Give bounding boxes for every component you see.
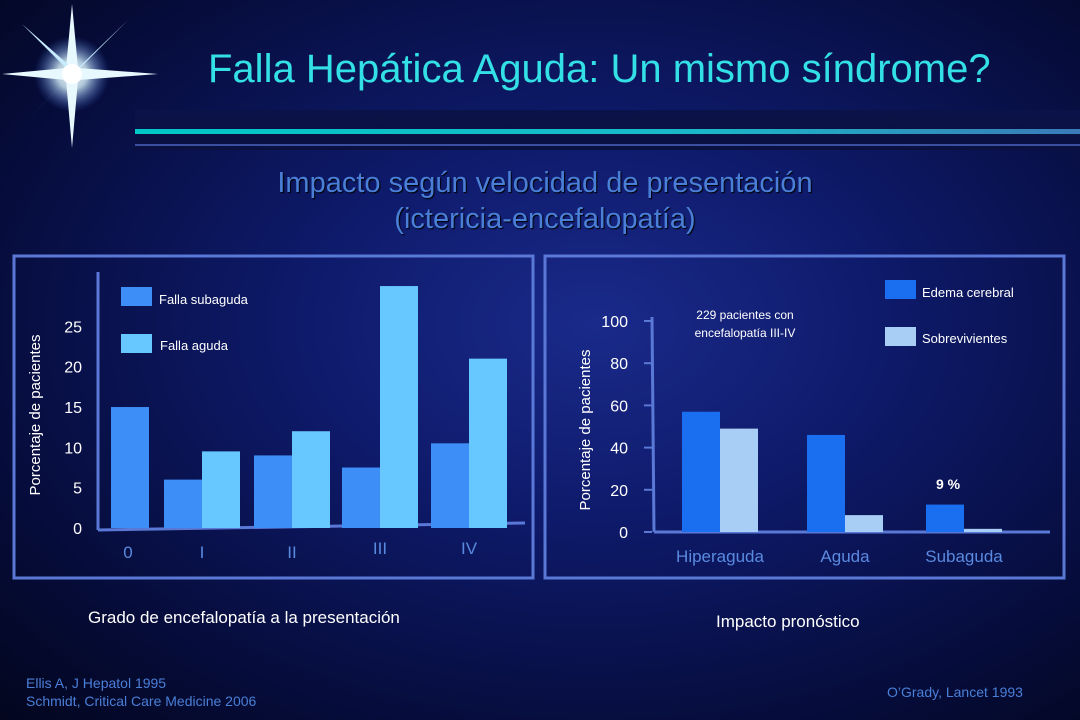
reference-ellis: Ellis A, J Hepatol 1995 <box>26 675 167 691</box>
left-y-tick-label: 10 <box>64 440 82 457</box>
right-chart-panel <box>543 254 1066 580</box>
right-y-tick-label: 0 <box>619 525 628 542</box>
left-bar-aguda <box>380 286 418 528</box>
left-legend-label-subaguda: Falla subaguda <box>159 292 249 307</box>
right-annotation-line-2: encefalopatía III-IV <box>695 326 796 340</box>
right-legend-label-edema: Edema cerebral <box>922 285 1014 300</box>
left-legend-swatch-aguda <box>121 334 152 353</box>
left-bar-subaguda <box>111 407 149 528</box>
starburst-logo <box>2 4 158 148</box>
left-bar-subaguda <box>254 455 292 528</box>
right-bar-edema <box>926 504 964 532</box>
left-chart-caption: Grado de encefalopatía a la presentación <box>88 608 400 627</box>
right-x-tick-label: Aguda <box>820 547 870 566</box>
left-legend-swatch-subaguda <box>121 287 152 306</box>
left-x-tick-label: IV <box>461 539 478 558</box>
left-x-tick-label: 0 <box>123 543 132 562</box>
left-bar-subaguda <box>164 479 202 528</box>
references-left: Ellis A, J Hepatol 1995 Schmidt, Critica… <box>26 674 256 710</box>
right-bar-edema <box>807 434 845 532</box>
right-y-axis <box>650 316 656 533</box>
right-x-ticks: Hiperaguda Aguda Subaguda <box>676 547 1003 566</box>
right-legend-swatch-edema <box>885 280 916 299</box>
right-bars <box>682 411 1002 532</box>
reference-schmidt: Schmidt, Critical Care Medicine 2006 <box>26 693 257 709</box>
left-bar-subaguda <box>431 443 469 528</box>
subtitle: Impacto según velocidad de presentación … <box>170 165 920 237</box>
title-accent-line <box>135 129 1080 134</box>
subtitle-line-2: (ictericia-encefalopatía) <box>394 203 696 235</box>
left-y-tick-label: 0 <box>73 521 82 538</box>
left-bar-aguda <box>202 451 240 528</box>
left-x-tick-label: I <box>200 543 205 562</box>
left-bars <box>111 286 507 528</box>
reference-ogrady: O’Grady, Lancet 1993 <box>887 684 1023 700</box>
right-bar-edema <box>682 411 720 532</box>
page-title: Falla Hepática Aguda: Un mismo síndrome? <box>208 47 991 91</box>
right-x-tick-label: Subaguda <box>925 547 1003 566</box>
title-decor-bar <box>135 110 1080 150</box>
title-under-line <box>135 144 1080 146</box>
left-x-tick-label: III <box>373 539 387 558</box>
left-y-ticks: 0 5 10 15 20 25 <box>64 319 82 538</box>
left-x-ticks: 0 I II III IV <box>123 539 477 562</box>
left-y-tick-label: 15 <box>64 400 82 417</box>
right-legend-swatch-sobrevivientes <box>885 327 916 346</box>
left-x-tick-label: II <box>287 543 296 562</box>
left-bar-subaguda <box>342 467 380 528</box>
left-y-tick-label: 5 <box>73 481 82 498</box>
right-x-tick-label: Hiperaguda <box>676 547 764 566</box>
right-legend-label-sobrevivientes: Sobrevivientes <box>922 331 1008 346</box>
left-bar-aguda <box>292 431 330 528</box>
right-y-ticks: 0 20 40 60 80 100 <box>601 314 652 542</box>
right-bar-sobrevivientes <box>964 528 1002 532</box>
right-y-tick-label: 80 <box>610 356 628 373</box>
right-y-tick-label: 40 <box>610 441 628 458</box>
right-y-axis-label: Porcentaje de pacientes <box>577 350 594 511</box>
right-bar-sobrevivientes <box>845 515 883 532</box>
left-y-axis-label: Porcentaje de pacientes <box>27 335 44 496</box>
left-legend-label-aguda: Falla aguda <box>160 338 229 353</box>
left-y-tick-label: 25 <box>64 319 82 336</box>
right-data-label-9pct: 9 % <box>936 476 961 492</box>
right-y-tick-label: 20 <box>610 483 628 500</box>
left-y-tick-label: 20 <box>64 360 82 377</box>
right-y-tick-label: 60 <box>610 398 628 415</box>
left-bar-aguda <box>469 358 507 528</box>
left-chart-panel <box>12 254 535 580</box>
subtitle-line-1: Impacto según velocidad de presentación <box>277 167 813 199</box>
right-annotation-line-1: 229 pacientes con <box>696 308 793 322</box>
right-bar-sobrevivientes <box>720 428 758 532</box>
right-y-tick-label: 100 <box>601 314 628 331</box>
right-chart-caption: Impacto pronóstico <box>716 612 860 631</box>
